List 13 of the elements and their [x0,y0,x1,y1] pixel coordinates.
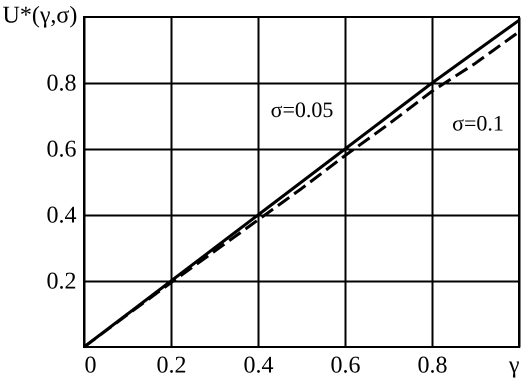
x-tick-label: 0.4 [244,352,274,378]
y-axis-title: U*(γ,σ) [2,2,78,28]
x-tick-label: 0.6 [330,352,360,378]
x-tick-label: γ [508,352,520,378]
x-tick-label: 0 [84,352,96,378]
series-label: σ=0.1 [452,110,504,136]
x-tick-label: 0.8 [418,352,448,378]
y-tick-label: 0.6 [46,136,76,162]
y-tick-label: 0.4 [46,202,76,228]
y-tick-label: 0.8 [46,70,76,96]
series-label: σ=0.05 [270,97,334,122]
x-tick-label: 0.2 [156,352,186,378]
y-tick-label: 0.2 [46,268,76,294]
